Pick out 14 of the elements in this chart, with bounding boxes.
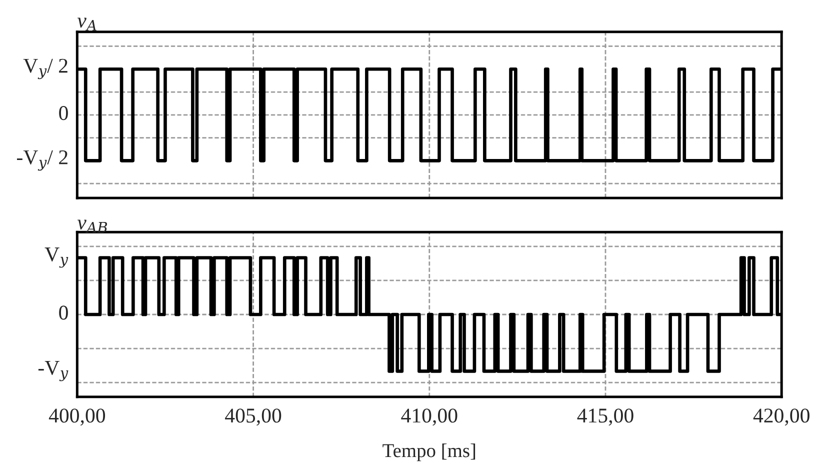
text: V$_{y}$ xyxy=(44,248,68,268)
text: V$_{y}$/ 2 xyxy=(23,58,68,80)
x-axis-title: Tempo [ms] xyxy=(382,444,476,462)
chart-title: v$_{A}$ xyxy=(77,18,96,31)
x-tick-label: 410,00 xyxy=(401,408,458,426)
text: -V$_{y}$ xyxy=(38,361,68,382)
x-tick-label: 415,00 xyxy=(577,408,634,426)
text: -V$_{y}$/ 2 xyxy=(16,150,68,171)
x-tick-label: 420,00 xyxy=(753,408,810,426)
chart-title: v$_{AB}$ xyxy=(77,220,108,233)
x-tick-label: 400,00 xyxy=(48,408,106,426)
text: 0 xyxy=(59,106,68,120)
text: 0 xyxy=(59,306,68,320)
x-tick-label: 405,00 xyxy=(225,408,282,426)
